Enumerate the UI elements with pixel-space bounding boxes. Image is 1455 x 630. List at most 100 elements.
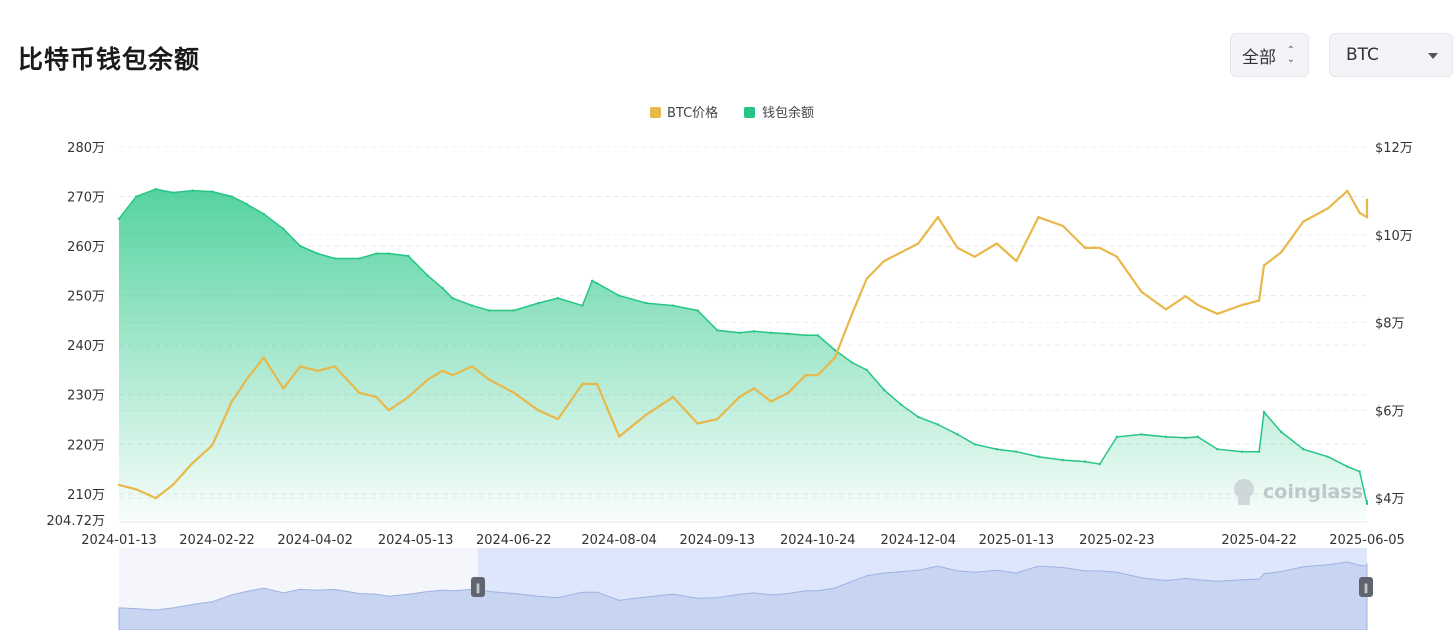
price-point [556, 417, 560, 421]
price-point [451, 373, 454, 377]
navigator-handle-left[interactable]: ‖ [471, 577, 485, 597]
y-left-tick-label: 220万 [67, 438, 105, 453]
price-point [117, 483, 121, 487]
y-right-tick-label: $4万 [1375, 492, 1405, 507]
balance-point [470, 304, 474, 307]
balance-point [1216, 448, 1219, 451]
price-point [1140, 290, 1143, 294]
y-right-tick-label: $10万 [1375, 229, 1413, 244]
data-zoom-navigator[interactable]: ‖ ‖ [118, 548, 1373, 630]
balance-point [245, 202, 248, 206]
price-point [752, 387, 756, 390]
x-tick-label: 2025-01-13 [979, 533, 1055, 548]
balance-point [1240, 450, 1244, 453]
y-right-tick-label: $8万 [1375, 317, 1405, 332]
legend-label-btc-price: BTC价格 [667, 105, 718, 121]
price-point [358, 391, 361, 394]
price-point [470, 365, 474, 368]
balance-point [899, 403, 903, 406]
balance-point [1302, 448, 1305, 451]
balance-point [1346, 465, 1349, 468]
price-point [316, 369, 319, 372]
balance-point [595, 282, 599, 285]
balance-point [556, 296, 560, 300]
balance-point [210, 190, 214, 193]
coin-select[interactable]: BTC [1329, 33, 1453, 77]
navigator-handle-right[interactable]: ‖ [1359, 577, 1373, 597]
price-point [644, 413, 648, 416]
legend-item-btc-price[interactable]: BTC价格 [650, 105, 718, 121]
price-point [591, 382, 594, 386]
price-point [1098, 246, 1101, 250]
y-left-tick-label: 270万 [67, 191, 105, 206]
balance-point [787, 332, 790, 335]
balance-point [1015, 450, 1018, 453]
balance-point [936, 423, 940, 426]
price-point [1346, 189, 1349, 193]
balance-point [882, 388, 886, 391]
balance-point [696, 309, 699, 312]
balance-point [171, 191, 175, 194]
balance-point [154, 187, 157, 191]
price-point [1196, 303, 1200, 307]
y-left-min-label: 204.72万 [47, 514, 106, 529]
price-point [230, 400, 233, 403]
price-point [1326, 207, 1329, 210]
balance-point [230, 195, 233, 198]
legend-swatch-btc-price [650, 107, 661, 118]
balance-point [833, 348, 837, 352]
balance-point [488, 309, 491, 312]
balance-point [1184, 436, 1187, 440]
price-point [441, 369, 444, 372]
balance-point [1279, 430, 1283, 434]
price-point [488, 378, 491, 381]
balance-point [644, 301, 648, 305]
price-point [956, 246, 959, 250]
chart-legend: BTC价格 钱包余额 [650, 105, 814, 121]
legend-swatch-wallet-balance [744, 107, 755, 118]
time-range-select[interactable]: 全部 ⌃ ⌄ [1230, 33, 1309, 77]
balance-point [262, 212, 265, 216]
price-point [1115, 255, 1119, 258]
price-point [787, 391, 790, 394]
price-point [595, 382, 599, 386]
watermark-text: coinglass [1263, 481, 1363, 503]
balance-point [1262, 410, 1266, 414]
price-point [426, 378, 430, 381]
price-point [1240, 303, 1244, 307]
price-point [375, 395, 378, 399]
x-tick-label: 2025-04-22 [1221, 533, 1297, 548]
handle-left-box [471, 577, 485, 597]
price-point [899, 251, 903, 254]
balance-point [316, 252, 319, 255]
price-point [1365, 198, 1369, 201]
balance-point [1061, 458, 1065, 462]
x-tick-label: 2024-09-13 [679, 533, 755, 548]
handle-right-box [1359, 577, 1373, 597]
balance-point [591, 279, 594, 282]
balance-point [117, 217, 121, 221]
sort-updown-icon: ⌃ ⌄ [1286, 45, 1295, 65]
wallet-balance-area [119, 189, 1367, 520]
price-point [738, 395, 741, 399]
y-right-tick-label: $6万 [1375, 404, 1405, 419]
price-point [1262, 264, 1266, 267]
navigator-price-area [118, 561, 1368, 630]
legend-label-wallet-balance: 钱包余额 [762, 105, 814, 121]
price-point [134, 488, 138, 491]
coinglass-watermark: coinglass [1234, 479, 1363, 505]
coinglass-logo-base [1238, 497, 1250, 505]
price-point [407, 395, 410, 399]
balance-point [537, 301, 540, 305]
x-tick-label: 2024-02-22 [179, 533, 255, 548]
legend-item-wallet-balance[interactable]: 钱包余额 [744, 105, 814, 121]
chevron-down-icon [1428, 53, 1438, 59]
price-point [850, 312, 854, 315]
balance-point [804, 334, 807, 337]
x-tick-label: 2024-06-22 [476, 533, 552, 548]
balance-point [865, 368, 869, 372]
price-point [1216, 312, 1219, 315]
price-point [1279, 251, 1283, 254]
x-tick-label: 2024-05-13 [378, 533, 454, 548]
balance-point [358, 257, 361, 260]
